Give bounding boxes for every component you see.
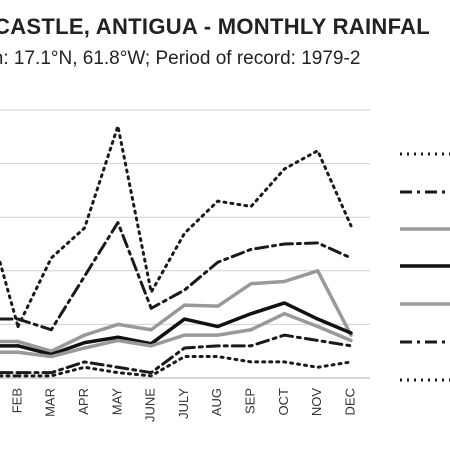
chart-subtitle: ion: 17.1°N, 61.8°W; Period of record: 1… bbox=[0, 48, 361, 69]
series-line bbox=[16, 124, 353, 329]
x-tick-label: MAY bbox=[109, 388, 124, 416]
chart-title: CASTLE, ANTIGUA - MONTHLY RAINFAL bbox=[0, 14, 431, 39]
x-tick-label: AUG bbox=[209, 388, 224, 416]
x-tick-label: DEC bbox=[342, 388, 357, 415]
x-tick-label: JUNE bbox=[143, 388, 158, 422]
x-tick-label: OCT bbox=[276, 388, 291, 416]
x-tick-label: FEB bbox=[9, 388, 24, 413]
series-line bbox=[16, 269, 353, 353]
x-tick-label: JULY bbox=[176, 388, 191, 419]
x-tick-label: APR bbox=[76, 388, 91, 415]
x-tick-label: NOV bbox=[309, 388, 324, 417]
series-lead-in bbox=[0, 260, 20, 329]
series-line bbox=[16, 301, 353, 357]
x-tick-label: MAR bbox=[43, 388, 58, 417]
series-line bbox=[16, 355, 353, 378]
series-line bbox=[16, 333, 353, 375]
series-line bbox=[16, 311, 353, 359]
x-tick-label: SEP bbox=[243, 388, 258, 414]
series-line bbox=[16, 221, 353, 332]
